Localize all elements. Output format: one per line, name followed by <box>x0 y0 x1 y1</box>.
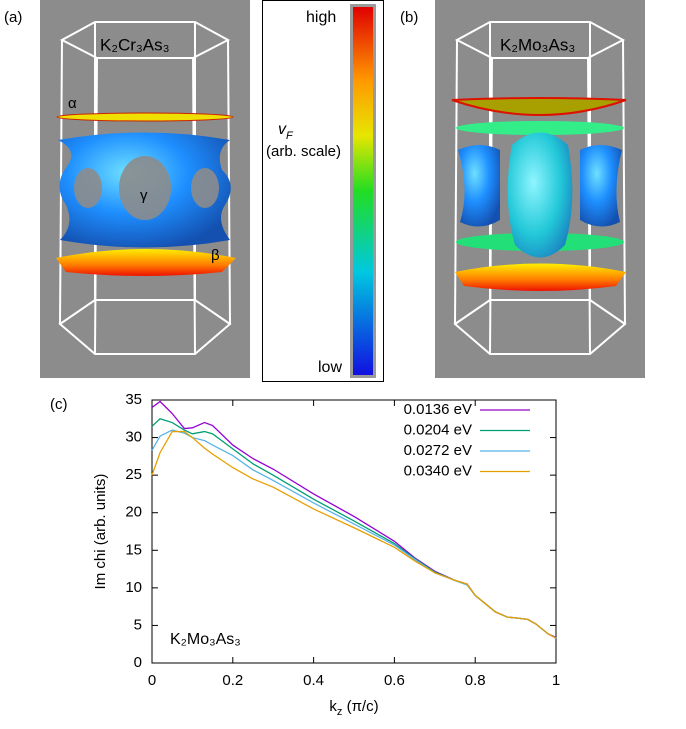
colorbar-subtitle: (arb. scale) <box>266 143 341 160</box>
colorbar-title: vF <box>278 121 294 142</box>
y-tick-label: 25 <box>125 466 142 483</box>
x-tick-label: 0.6 <box>384 672 405 689</box>
surface-hole <box>191 168 219 208</box>
x-axis-label-main: k <box>329 698 337 715</box>
annotation: K₂Mo₃As₃ <box>170 631 241 648</box>
colorbar-title-main: v <box>278 121 287 138</box>
legend-label: 0.0272 eV <box>404 442 472 459</box>
panel-label: (a) <box>4 9 22 26</box>
colorbar-low: low <box>318 359 342 376</box>
fermi-surface <box>56 249 236 276</box>
panel-label: (c) <box>50 396 68 413</box>
surface-label: γ <box>140 187 148 204</box>
y-tick-label: 5 <box>134 616 142 633</box>
fermi-surface <box>580 145 622 227</box>
y-tick-label: 35 <box>125 391 142 408</box>
legend-label: 0.0136 eV <box>404 401 472 418</box>
x-tick-label: 1 <box>552 672 560 689</box>
series-line <box>151 429 557 639</box>
fermi-surface <box>56 112 234 122</box>
series-line <box>151 400 557 639</box>
plot-frame <box>151 399 557 664</box>
colorbar-title-sub: F <box>286 130 294 142</box>
legend-label: 0.0204 eV <box>404 421 472 438</box>
series-line <box>151 430 557 639</box>
y-tick-label: 15 <box>125 541 142 558</box>
legend-label: 0.0340 eV <box>404 462 472 479</box>
fermi-surface <box>507 132 573 258</box>
y-tick-label: 30 <box>125 429 142 446</box>
formula: K₂Mo₃As₃ <box>500 35 575 54</box>
fermi-surface <box>456 121 624 135</box>
series-line <box>151 418 557 639</box>
y-axis-label: Im chi (arb. units) <box>92 474 109 590</box>
y-tick-label: 10 <box>125 579 142 596</box>
y-tick-label: 0 <box>134 654 142 671</box>
surface-label: β <box>211 247 220 264</box>
y-tick-label: 20 <box>125 504 142 521</box>
fermi-surface <box>458 145 500 227</box>
x-tick-label: 0.4 <box>303 672 324 689</box>
colorbar-high: high <box>306 9 336 26</box>
fermi-surface <box>451 97 627 116</box>
x-tick-label: 0.8 <box>465 672 486 689</box>
formula: K₂Cr₃As₃ <box>100 35 170 54</box>
x-tick-label: 0.2 <box>222 672 243 689</box>
panel-label: (b) <box>400 9 418 26</box>
x-axis-label: kz (π/c) <box>329 698 378 718</box>
x-axis-label-sub: z <box>337 706 343 718</box>
fermi-surface <box>455 263 626 291</box>
surface-label: α <box>68 95 77 112</box>
line-chart: (c) 0 5 10 15 20 25 30 35 0 0.2 0.4 0.6 0.8 1 kz (π/c) I… <box>50 391 560 718</box>
surface-hole <box>119 156 171 220</box>
x-axis-label-rest: (π/c) <box>342 698 378 715</box>
surface-hole <box>74 168 102 208</box>
colorbar <box>353 7 373 375</box>
x-tick-label: 0 <box>148 672 156 689</box>
